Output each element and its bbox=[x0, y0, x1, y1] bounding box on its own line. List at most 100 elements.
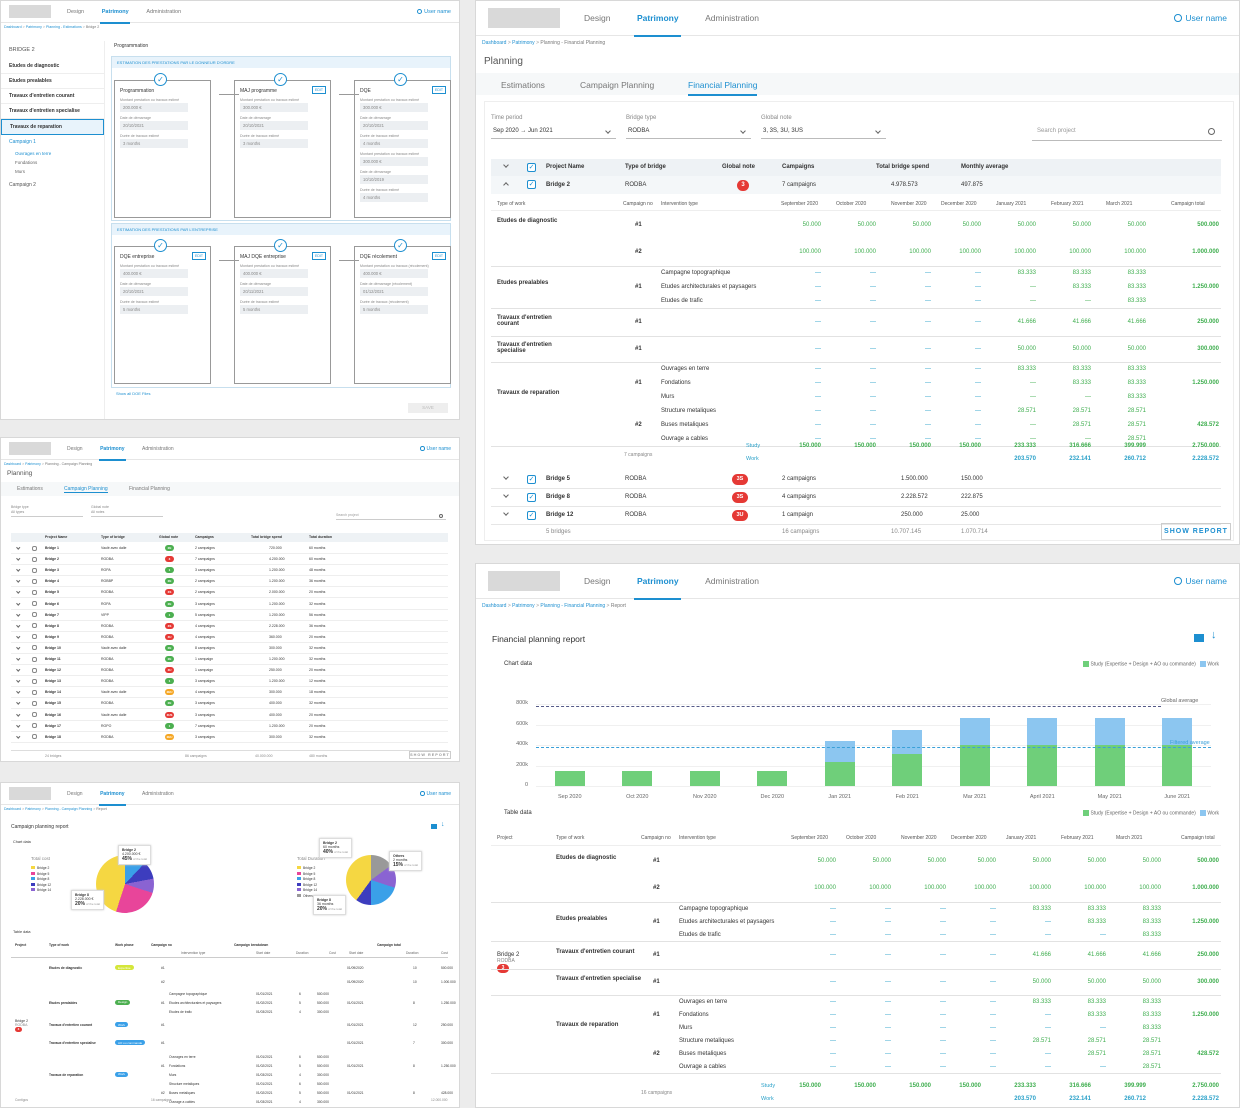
search-icon[interactable] bbox=[439, 514, 443, 518]
row-checkbox[interactable] bbox=[32, 645, 37, 651]
field-value[interactable]: 10/10/2019 bbox=[360, 175, 428, 184]
row-checkbox[interactable] bbox=[32, 601, 37, 606]
breadcrumb-item[interactable]: Dashboard bbox=[482, 40, 507, 46]
expand-icon[interactable] bbox=[16, 600, 21, 605]
tab[interactable]: Campaign Planning bbox=[580, 80, 655, 90]
filter[interactable]: Global note 3, 3S, 3U, 3US bbox=[761, 115, 886, 139]
expand-icon[interactable] bbox=[16, 700, 21, 705]
expand-icon[interactable] bbox=[16, 678, 21, 683]
field-value[interactable]: 4 months bbox=[360, 139, 428, 148]
filter[interactable]: Global note All notes bbox=[91, 505, 163, 517]
edit-button[interactable]: EDIT bbox=[312, 252, 326, 260]
user-menu[interactable]: User name bbox=[416, 9, 451, 15]
chevron-up-icon[interactable] bbox=[503, 182, 509, 188]
row-checkbox[interactable] bbox=[32, 700, 37, 706]
campaign-1[interactable]: Campaign 1 bbox=[9, 139, 36, 145]
row-checkbox[interactable] bbox=[32, 578, 37, 584]
bridge-row[interactable]: Bridge 12 RODBA 3U 1 campaign 250.000 20 mont… bbox=[11, 665, 448, 677]
expand-icon[interactable] bbox=[16, 656, 21, 661]
field-value[interactable]: 300.000 € bbox=[360, 157, 428, 166]
bridge-row[interactable]: Bridge 11 RODBA 2E 1 campaign 1.200.000 32 mo… bbox=[11, 654, 448, 665]
row-checkbox[interactable] bbox=[32, 734, 37, 740]
row-checkbox[interactable]: ✓ bbox=[527, 180, 536, 189]
print-icon[interactable] bbox=[1194, 634, 1204, 642]
bridge-row[interactable]: Bridge 15 RODBA 2E 3 campaigns 400.000 32 mon… bbox=[11, 698, 448, 710]
bridge-row[interactable]: Bridge 1 Vaulé avec dalle 2E 2 campaigns 720… bbox=[11, 543, 448, 554]
field-value[interactable]: 20/10/2021 bbox=[360, 121, 428, 130]
row-checkbox[interactable]: ✓ bbox=[527, 493, 536, 502]
edit-button[interactable]: EDIT bbox=[192, 252, 206, 260]
filter-value[interactable]: RODBA bbox=[626, 127, 751, 139]
nav-administration[interactable]: Administration bbox=[705, 575, 759, 586]
table-toggle[interactable]: Table data bbox=[504, 810, 532, 816]
expand-icon[interactable] bbox=[16, 589, 21, 594]
row-checkbox[interactable] bbox=[32, 589, 37, 595]
filter-value[interactable]: All notes bbox=[91, 509, 163, 517]
field-value[interactable]: 20/10/2021 bbox=[120, 287, 188, 296]
tab[interactable]: Campaign Planning bbox=[64, 486, 108, 493]
download-icon[interactable]: ↓ bbox=[1211, 629, 1217, 641]
expand-icon[interactable] bbox=[503, 474, 509, 480]
bridge-row[interactable]: ✓ Bridge 12 RODBA 3U 1 campaign 250.000 25.00… bbox=[491, 507, 1221, 525]
expand-icon[interactable] bbox=[16, 734, 21, 738]
row-checkbox[interactable] bbox=[32, 612, 37, 618]
user-menu[interactable]: User name bbox=[1174, 13, 1227, 23]
row-checkbox[interactable] bbox=[32, 689, 37, 695]
breadcrumb-item[interactable]: Planning - Estimations bbox=[46, 25, 82, 29]
download-icon[interactable]: ↓ bbox=[441, 821, 445, 828]
search-input[interactable]: Search project bbox=[336, 513, 446, 520]
expand-icon[interactable] bbox=[16, 556, 21, 561]
bridge-row[interactable]: Bridge 18 RODBA 2EU 3 campaigns 300.000 32 mo… bbox=[11, 732, 448, 743]
bridge-row[interactable]: Bridge 16 Vaulé avec dalle 3US 3 campaigns 4… bbox=[11, 710, 448, 721]
bridge-row[interactable]: Bridge 10 Vaulé avec dalle 2E 8 campaigns 30… bbox=[11, 643, 448, 654]
sidebar-subitem[interactable]: Murs bbox=[15, 169, 25, 174]
collapse-all-icon[interactable] bbox=[503, 162, 509, 168]
bridge-row[interactable]: Bridge 9 RODBA 3U 4 campaigns 360.000 20 mont… bbox=[11, 632, 448, 643]
nav-design[interactable]: Design bbox=[67, 445, 83, 452]
row-checkbox[interactable] bbox=[32, 723, 37, 729]
breadcrumb-item[interactable]: Planning - Campaign Planning bbox=[44, 807, 93, 811]
field-value[interactable]: 4 months bbox=[360, 193, 428, 202]
breadcrumb-item[interactable]: Dashboard bbox=[4, 25, 22, 29]
nav-design[interactable]: Design bbox=[67, 790, 83, 797]
bridge-row[interactable]: Bridge 2 RODBA 3 7 campaigns 4.200.000 60 mon… bbox=[11, 554, 448, 566]
field-value[interactable]: 5 months bbox=[240, 305, 308, 314]
field-value[interactable]: 3 months bbox=[240, 139, 308, 148]
sidebar-subitem[interactable]: Ouvrages en terre bbox=[15, 151, 52, 156]
filter-value[interactable]: Sep 2020 → Jun 2021 bbox=[491, 127, 616, 139]
sidebar-item[interactable]: Travaux de reparation bbox=[1, 119, 104, 135]
breadcrumb-item[interactable]: Dashboard bbox=[482, 603, 507, 609]
breadcrumb-item[interactable]: Dashboard bbox=[4, 807, 22, 811]
breadcrumb-item[interactable]: Dashboard bbox=[4, 462, 22, 466]
breadcrumb-item[interactable]: Patrimony bbox=[25, 25, 42, 29]
edit-button[interactable]: EDIT bbox=[432, 252, 446, 260]
campaign-2[interactable]: Campaign 2 bbox=[9, 182, 36, 188]
field-value[interactable]: 400.000 € bbox=[240, 269, 308, 278]
nav-administration[interactable]: Administration bbox=[142, 445, 174, 452]
bridge-row[interactable]: Bridge 17 ROPO 1 7 campaigns 1.200.000 20 mon… bbox=[11, 721, 448, 732]
row-checkbox[interactable] bbox=[32, 556, 37, 562]
table-toggle[interactable]: Table data bbox=[13, 930, 31, 934]
row-checkbox[interactable] bbox=[32, 678, 37, 684]
field-value[interactable]: 01/12/2021 bbox=[360, 287, 428, 296]
field-value[interactable]: 20/11/2021 bbox=[240, 287, 308, 296]
nav-patrimony[interactable]: Patrimony bbox=[98, 783, 127, 806]
sidebar-item[interactable]: Etudes de diagnostic bbox=[1, 59, 104, 74]
filter-value[interactable]: All types bbox=[11, 509, 83, 517]
breadcrumb-item[interactable]: Patrimony bbox=[512, 40, 535, 46]
nav-design[interactable]: Design bbox=[67, 8, 85, 15]
edit-button[interactable]: EDIT bbox=[312, 86, 326, 94]
tab[interactable]: Financial Planning bbox=[688, 80, 758, 96]
field-value[interactable]: 20/10/2021 bbox=[120, 121, 188, 130]
sidebar-item[interactable]: Travaux d'entretien specialise bbox=[1, 104, 104, 119]
bridge-row[interactable]: Bridge 6 ROPA 2E 3 campaigns 1.200.000 32 mon… bbox=[11, 599, 448, 610]
row-checkbox[interactable] bbox=[32, 545, 37, 551]
user-menu[interactable]: User name bbox=[420, 791, 451, 797]
field-value[interactable]: 20/10/2021 bbox=[240, 121, 308, 130]
field-value[interactable]: 400.000 € bbox=[360, 269, 428, 278]
expand-icon[interactable] bbox=[16, 545, 21, 550]
row-checkbox[interactable] bbox=[32, 567, 37, 573]
row-checkbox[interactable] bbox=[32, 634, 37, 640]
tab[interactable]: Financial Planning bbox=[129, 486, 170, 492]
bridge-row[interactable]: Bridge 3 ROPA 1 3 campaigns 1.200.000 48 mont… bbox=[11, 565, 448, 577]
